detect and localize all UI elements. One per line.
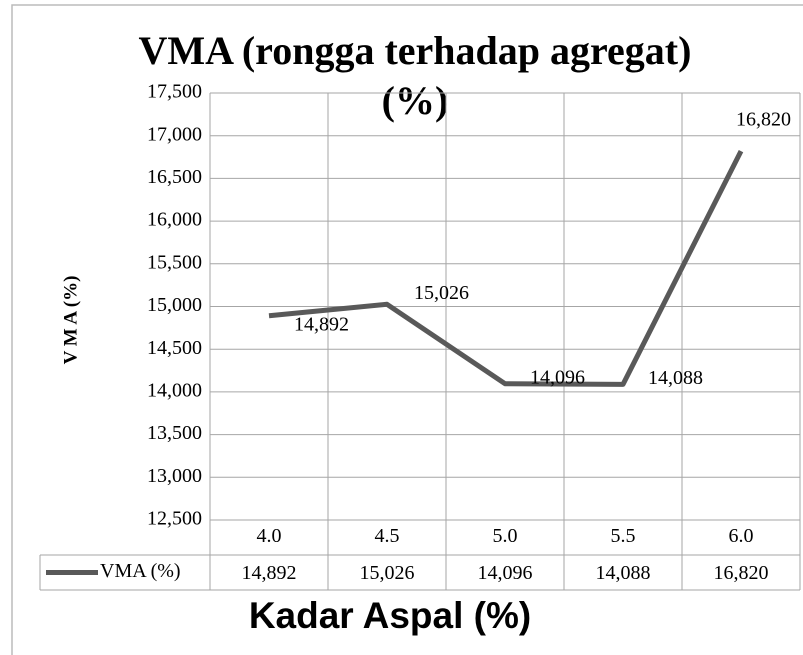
y-axis-title: V M A (%)	[60, 276, 81, 365]
table-value: 14,088	[596, 562, 651, 584]
data-label: 14,088	[648, 367, 703, 389]
x-tick-label: 5.0	[493, 525, 518, 547]
y-tick-label: 12,500	[147, 508, 202, 530]
data-label: 14,096	[530, 366, 585, 388]
chart-title: VMA (rongga terhadap agregat) (%)	[139, 28, 692, 123]
x-tick-label: 4.0	[257, 525, 282, 547]
x-axis-title: Kadar Aspal (%)	[249, 595, 531, 636]
chart-border	[11, 4, 803, 655]
legend-label: VMA (%)	[100, 560, 181, 582]
y-tick-label: 14,500	[147, 337, 202, 359]
x-tick-label: 4.5	[375, 525, 400, 547]
x-tick-label: 5.5	[611, 525, 636, 547]
y-tick-label: 15,500	[147, 251, 202, 273]
table-value: 14,892	[242, 562, 297, 584]
y-tick-label: 16,000	[147, 209, 202, 231]
y-tick-label: 14,000	[147, 379, 202, 401]
y-tick-label: 13,000	[147, 465, 202, 487]
table-value: 16,820	[714, 562, 769, 584]
line-series	[268, 149, 744, 387]
y-tick-label: 17,000	[147, 123, 202, 145]
table-value: 14,096	[478, 562, 533, 584]
y-tick-label: 13,500	[147, 422, 202, 444]
y-tick-label: 15,000	[147, 294, 202, 316]
data-label: 14,892	[294, 313, 349, 335]
table-value: 15,026	[360, 562, 415, 584]
y-tick-label: 16,500	[147, 166, 202, 188]
data-label: 16,820	[736, 109, 791, 131]
x-tick-label: 6.0	[729, 525, 754, 547]
data-label: 15,026	[414, 282, 469, 304]
y-tick-label: 17,500	[147, 81, 202, 103]
